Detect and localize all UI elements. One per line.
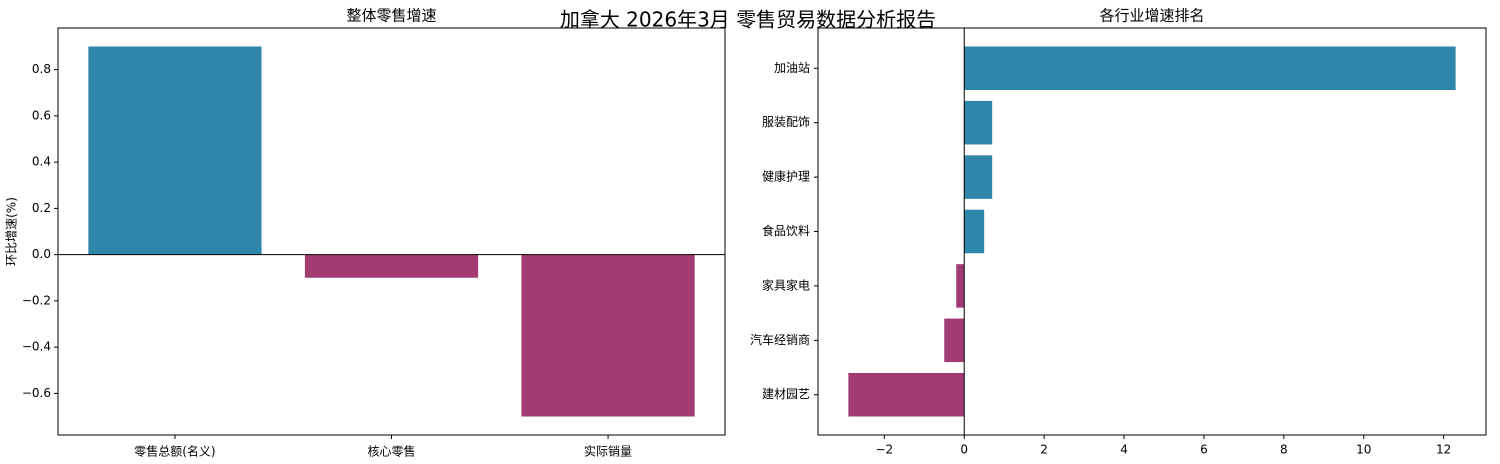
x-tick-label: −2	[875, 443, 893, 457]
x-tick-label: 零售总额(名义)	[134, 444, 215, 459]
bar	[964, 100, 993, 145]
y-tick-label: 家具家电	[762, 277, 810, 292]
x-tick-label: 核心零售	[367, 444, 415, 459]
x-tick-label: 8	[1280, 443, 1288, 457]
y-tick-label: −0.4	[22, 340, 51, 354]
chart-title: 各行业增速排名	[1099, 7, 1204, 25]
chart-title: 整体零售增速	[346, 7, 436, 25]
y-tick-label: 0.6	[32, 108, 51, 122]
y-tick-label: 食品饮料	[762, 223, 810, 238]
y-tick-label: −0.2	[22, 293, 51, 307]
bar	[964, 155, 993, 199]
bar	[304, 254, 479, 278]
y-tick-label: 服装配饰	[762, 115, 810, 129]
y-tick-label: 健康护理	[762, 169, 810, 184]
x-tick-label: 12	[1436, 443, 1451, 457]
axes-frame	[57, 27, 726, 436]
bar	[964, 46, 1456, 91]
y-tick-label: 0.0	[32, 247, 51, 261]
x-tick-label: 10	[1356, 443, 1371, 457]
y-tick-label: −0.6	[22, 386, 51, 400]
axes-frame	[817, 27, 1487, 436]
x-tick-label: 2	[1040, 443, 1048, 457]
y-tick-label: 0.8	[32, 62, 51, 76]
y-tick-label: 加油站	[774, 61, 810, 75]
bar	[521, 254, 695, 417]
y-tick-label: 0.2	[32, 201, 51, 215]
x-tick-label: 0	[960, 443, 968, 457]
bar	[88, 46, 262, 255]
y-tick-label: 0.4	[32, 155, 51, 169]
bar	[956, 264, 965, 308]
bar	[848, 372, 965, 417]
y-tick-label: 建材园艺	[762, 387, 810, 401]
x-tick-label: 6	[1200, 443, 1208, 457]
bar	[944, 318, 965, 363]
y-axis-label: 环比增速(%)	[5, 197, 19, 266]
x-tick-label: 实际销量	[584, 444, 632, 459]
bar	[964, 209, 985, 254]
y-tick-label: 汽车经销商	[750, 332, 810, 347]
x-tick-label: 4	[1120, 443, 1128, 457]
